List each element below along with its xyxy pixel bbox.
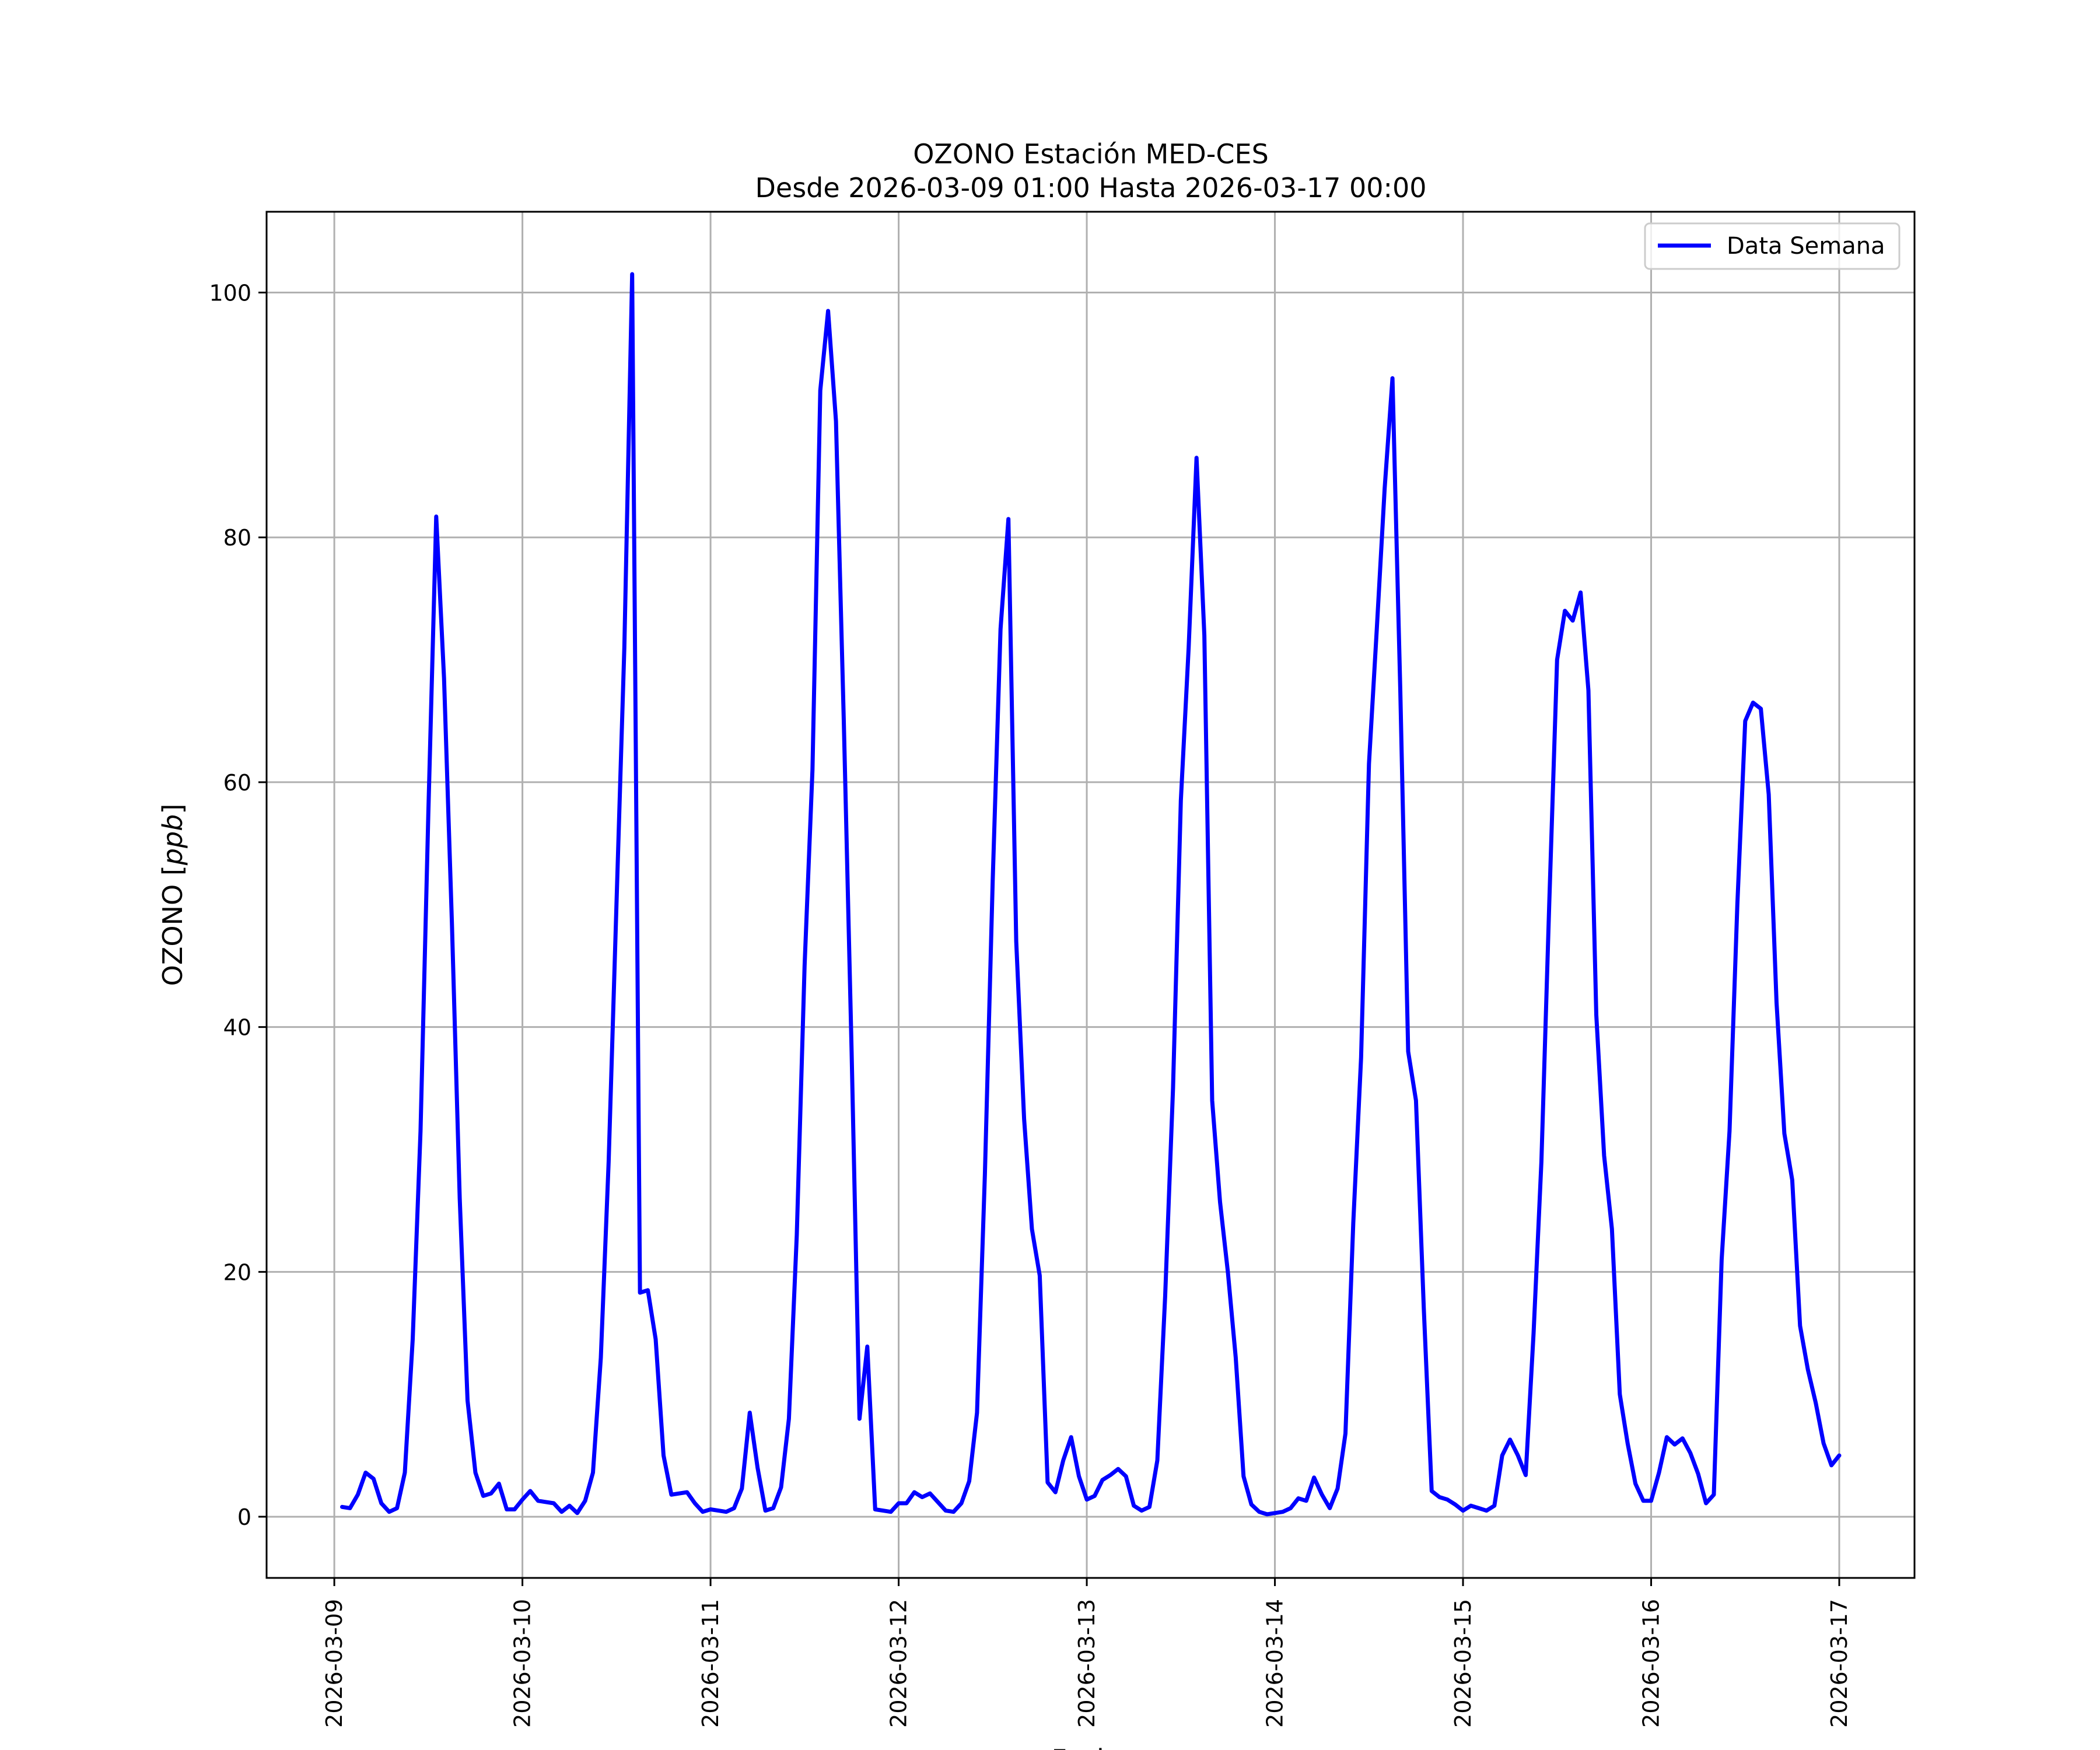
x-tick-label: 2026-03-11 [698,1599,723,1728]
x-axis-label: Fecha [1052,1744,1130,1750]
legend: Data Semana [1644,222,1901,270]
y-tick-label: 100 [209,281,251,306]
x-tick-label: 2026-03-16 [1639,1599,1664,1728]
y-tick-label: 20 [223,1259,251,1285]
x-tick-label: 2026-03-12 [886,1599,912,1728]
x-tick-label: 2026-03-13 [1074,1599,1100,1728]
y-axis-label: OZONO [ppb] [157,804,188,986]
y-tick-label: 40 [223,1015,251,1041]
x-tick-label: 2026-03-15 [1450,1599,1476,1728]
x-tick-label: 2026-03-09 [321,1599,347,1728]
grid-lines [267,212,1915,1578]
tick-layer: 2026-03-09 2026-03-10 2026-03-11 2026-03-12… [209,281,1852,1728]
x-tick-label: 2026-03-17 [1826,1599,1852,1728]
y-axis-label-suffix: ] [157,804,188,814]
series-line-0 [340,272,1842,1517]
legend-frame [1644,222,1901,270]
chart-title-line-1: OZONO Estación MED-CES [913,138,1269,170]
series-layer [340,272,1842,1517]
x-tick-label: 2026-03-14 [1262,1599,1288,1728]
plot-frame [265,211,1916,1579]
y-axis-label-unit: ppb [157,814,188,866]
x-tick-label: 2026-03-10 [510,1599,536,1728]
y-tick-label: 80 [223,525,251,551]
legend-entry-data-semana: Data Semana [1727,233,1885,260]
y-tick-label: 0 [237,1504,251,1530]
y-tick-label: 60 [223,770,251,796]
chart-title-line-2: Desde 2026-03-09 01:00 Hasta 2026-03-17 … [755,172,1426,204]
y-axis-label-prefix: OZONO [ [157,865,188,986]
